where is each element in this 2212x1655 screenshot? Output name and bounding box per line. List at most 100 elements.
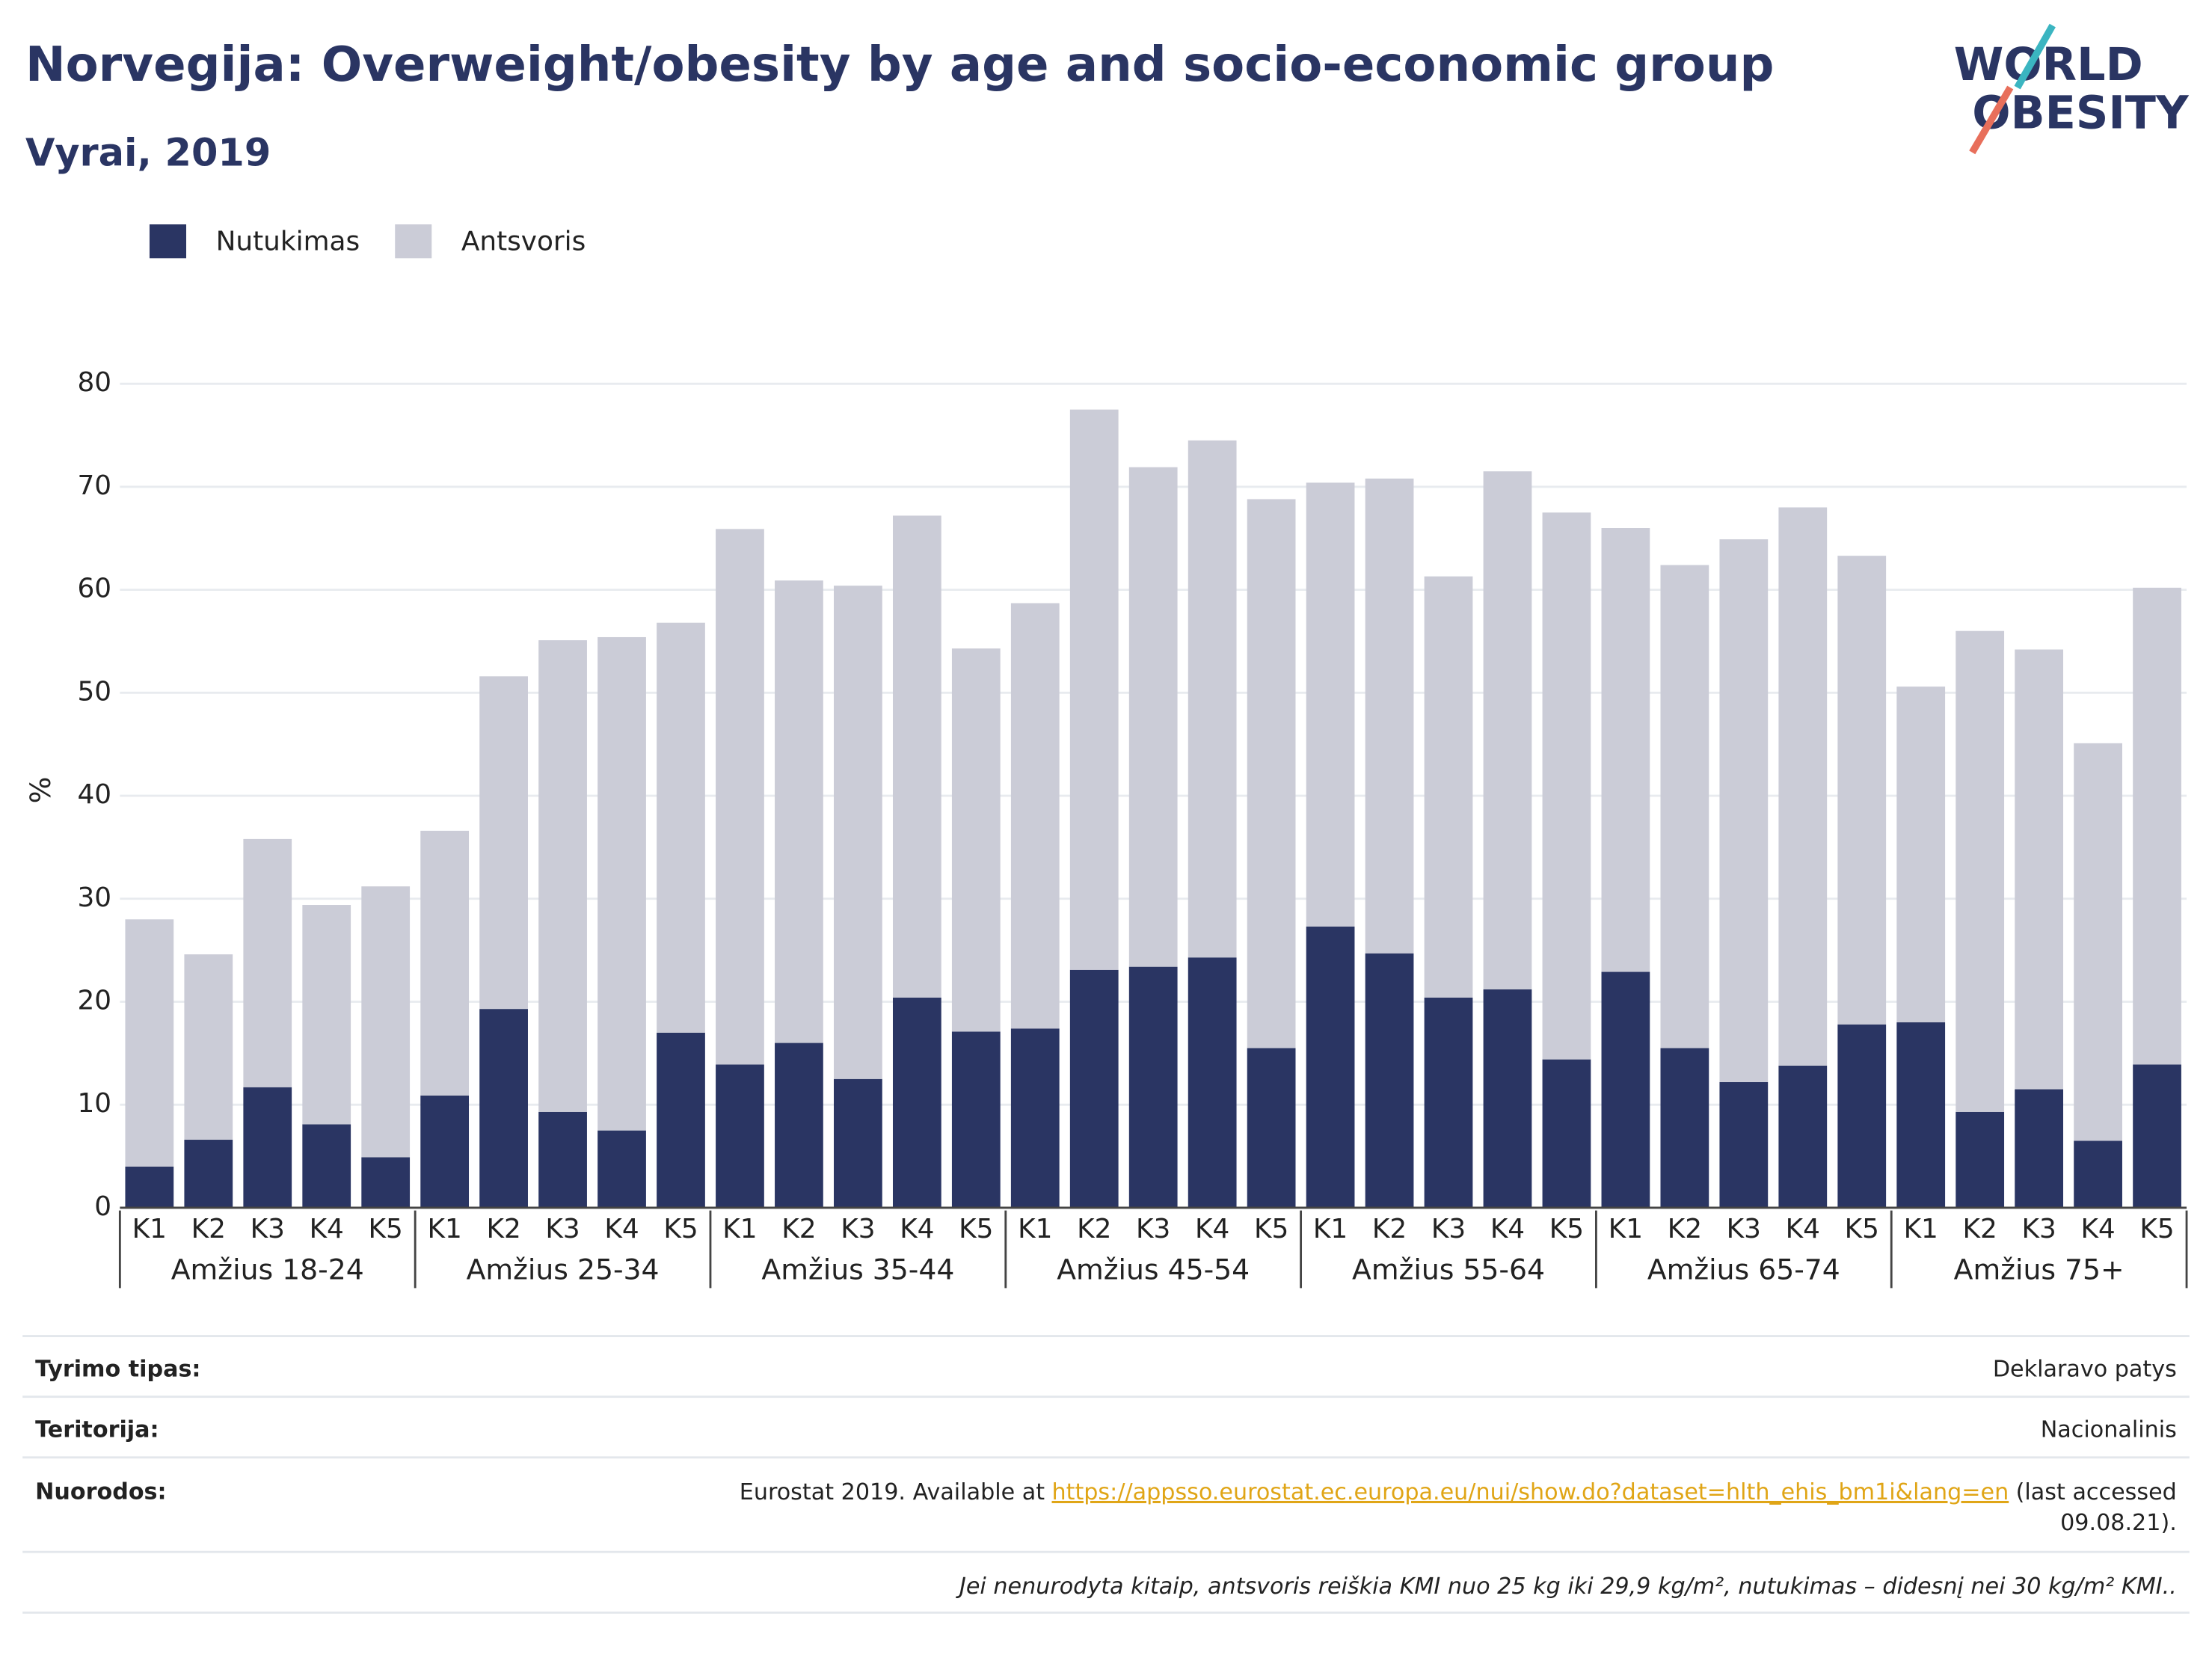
bar-segment — [1719, 1081, 1769, 1208]
bar-segment — [1010, 1028, 1060, 1208]
x-tick-label: K4 — [1195, 1214, 1229, 1244]
x-tick-label: K1 — [132, 1214, 167, 1244]
bar-segment — [184, 954, 233, 1140]
x-tick-label: K4 — [1786, 1214, 1820, 1244]
x-tick-label: K5 — [1254, 1214, 1288, 1244]
x-tick-label: K3 — [1727, 1214, 1761, 1244]
bar-segment — [302, 905, 351, 1125]
bar-segment — [1188, 440, 1237, 958]
x-tick-label: K3 — [545, 1214, 580, 1244]
bar-segment — [1778, 1065, 1828, 1208]
x-tick-label: K4 — [2080, 1214, 2115, 1244]
bar-segment — [2074, 743, 2122, 1141]
bar-segment — [1896, 687, 1946, 1023]
x-tick-label: K2 — [486, 1214, 520, 1244]
legend-label: Antsvoris — [461, 227, 586, 257]
reference-text: (last accessed — [2016, 1479, 2177, 1505]
bar-segment — [2074, 1140, 2122, 1208]
bar-segment — [1837, 556, 1887, 1025]
x-tick-label: K5 — [663, 1214, 698, 1244]
x-tick-label: K2 — [1372, 1214, 1407, 1244]
bar-segment — [1719, 539, 1769, 1082]
bar-segment — [479, 676, 528, 1010]
bar-segment — [1837, 1024, 1887, 1208]
x-tick-label: K2 — [1077, 1214, 1111, 1244]
footer-label: Teritorija: — [35, 1416, 159, 1443]
group-label: Amžius 25-34 — [467, 1253, 660, 1286]
x-tick-label: K4 — [604, 1214, 639, 1244]
footer-label: Nuorodos: — [35, 1479, 166, 1505]
bar-segment — [538, 1111, 587, 1208]
reference-text: Eurostat 2019. Available at — [740, 1479, 1045, 1505]
bar-segment — [1365, 953, 1414, 1208]
chart-subtitle: Vyrai, 2019 — [25, 132, 271, 176]
bar-segment — [361, 1157, 411, 1208]
bar-segment — [716, 1064, 764, 1208]
bar-segment — [243, 1087, 292, 1208]
x-tick-label: K3 — [251, 1214, 285, 1244]
bar-segment — [1069, 969, 1119, 1208]
bar-segment — [775, 580, 823, 1043]
x-tick-label: K1 — [1609, 1214, 1643, 1244]
bar-segment — [1542, 512, 1591, 1060]
reference-link[interactable]: https://appsso.eurostat.ec.europa.eu/nui… — [1052, 1479, 2009, 1505]
bar-segment — [834, 1078, 882, 1208]
bar-segment — [1660, 565, 1709, 1048]
footer-value: Nacionalinis — [2041, 1416, 2177, 1443]
bar-segment — [657, 1032, 705, 1208]
x-tick-label: K3 — [2021, 1214, 2056, 1244]
bar-segment — [775, 1043, 823, 1208]
x-tick-label: K5 — [1845, 1214, 1879, 1244]
footer-reference: Eurostat 2019. Available at https://appss… — [740, 1479, 2177, 1505]
x-tick-label: K2 — [1963, 1214, 1997, 1244]
bar-segment — [420, 830, 470, 1096]
bar-segment — [1601, 971, 1650, 1208]
bar-segment — [1247, 499, 1296, 1048]
bar-segment — [243, 838, 292, 1087]
x-tick-label: K4 — [310, 1214, 344, 1244]
bar-segment — [1247, 1048, 1296, 1208]
x-tick-label: K4 — [900, 1214, 934, 1244]
bar-segment — [1128, 966, 1178, 1208]
x-tick-label: K3 — [1431, 1214, 1466, 1244]
x-tick-label: K2 — [1668, 1214, 1702, 1244]
bar-segment — [1483, 989, 1532, 1208]
bar-segment — [1956, 1111, 2005, 1208]
bar-segment — [1483, 471, 1532, 989]
bar-segment — [951, 648, 1001, 1032]
bar-segment — [2133, 587, 2181, 1065]
footer-label: Tyrimo tipas: — [35, 1356, 200, 1382]
bar-segment — [1010, 603, 1060, 1029]
bar-segment — [1896, 1022, 1946, 1208]
bar-segment — [892, 997, 941, 1208]
bar-segment — [538, 640, 587, 1112]
group-label: Amžius 75+ — [1954, 1253, 2125, 1286]
bar-segment — [125, 919, 174, 1167]
x-tick-label: K5 — [959, 1214, 993, 1244]
y-tick-label: 20 — [77, 985, 111, 1016]
x-tick-label: K4 — [1490, 1214, 1525, 1244]
group-label: Amžius 55-64 — [1352, 1253, 1545, 1286]
bar-segment — [657, 622, 705, 1033]
bar-segment — [420, 1095, 470, 1208]
group-label: Amžius 18-24 — [171, 1253, 364, 1286]
footer-reference: 09.08.21). — [2060, 1510, 2177, 1536]
x-tick-label: K3 — [841, 1214, 875, 1244]
x-tick-label: K1 — [1018, 1214, 1052, 1244]
x-tick-label: K3 — [1136, 1214, 1170, 1244]
group-label: Amžius 65-74 — [1647, 1253, 1840, 1286]
bar-segment — [479, 1009, 528, 1208]
x-tick-label: K5 — [1549, 1214, 1584, 1244]
logo-slash — [1969, 85, 2014, 155]
chart-title: Norvegija: Overweight/obesity by age and… — [25, 37, 1774, 93]
bar-segment — [892, 515, 941, 998]
bar-segment — [2015, 1089, 2064, 1208]
bar-segment — [716, 529, 764, 1065]
y-tick-label: 0 — [94, 1191, 111, 1222]
bar-segment — [834, 586, 882, 1079]
x-tick-label: K1 — [1904, 1214, 1938, 1244]
footer-value: Deklaravo patys — [1993, 1356, 2177, 1382]
group-label: Amžius 45-54 — [1057, 1253, 1250, 1286]
x-tick-label: K2 — [191, 1214, 226, 1244]
